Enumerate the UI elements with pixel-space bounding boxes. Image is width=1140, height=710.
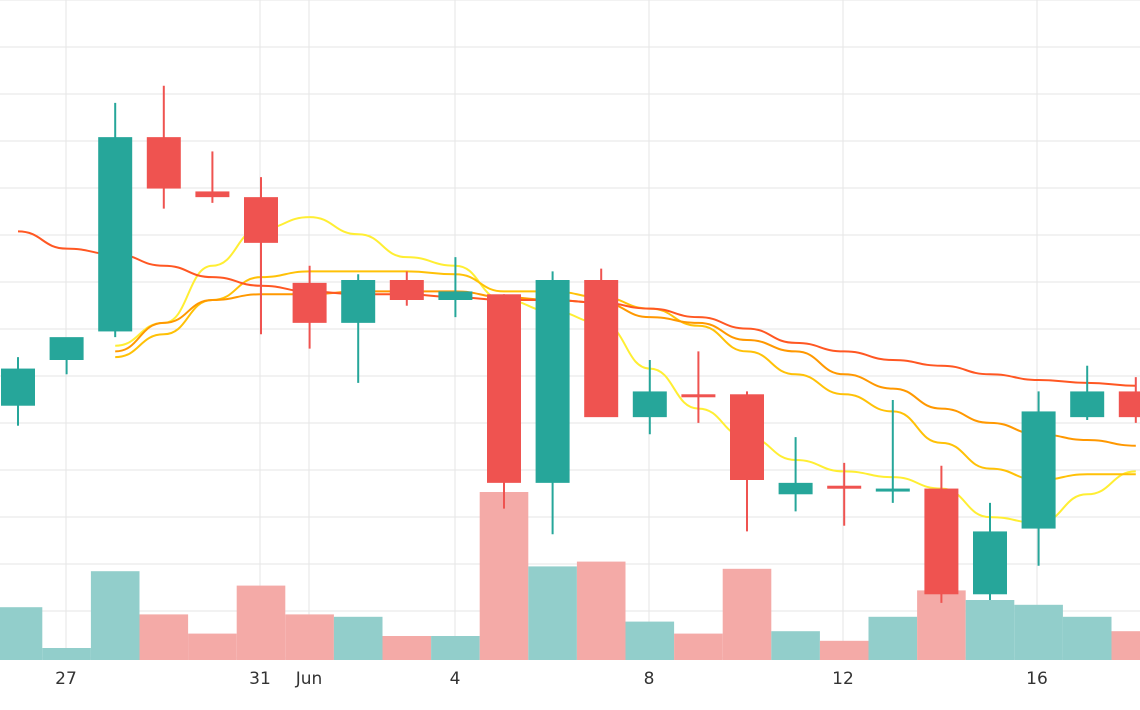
candle-body bbox=[292, 282, 327, 323]
x-axis-ticks: 27 31 Jun 4 8 12 16 bbox=[55, 669, 1048, 689]
x-tick-label: 27 bbox=[55, 669, 77, 689]
volume-bar bbox=[722, 568, 772, 660]
candle-body bbox=[875, 488, 910, 492]
candle bbox=[778, 437, 813, 512]
candle bbox=[1070, 365, 1105, 420]
candle-body bbox=[632, 391, 667, 418]
candle-body bbox=[438, 291, 473, 300]
candle-body bbox=[1118, 391, 1140, 418]
candle-body bbox=[98, 137, 133, 332]
volume-bar bbox=[674, 633, 723, 660]
candle bbox=[730, 391, 764, 532]
candle-body bbox=[535, 280, 570, 483]
candle bbox=[875, 400, 910, 503]
volume-bar bbox=[139, 614, 189, 660]
volume-bar bbox=[431, 636, 480, 660]
moving-average-line bbox=[17, 230, 1136, 387]
volume-bar bbox=[1111, 631, 1140, 660]
candle bbox=[681, 351, 716, 423]
candle bbox=[584, 268, 619, 418]
candle-body bbox=[49, 337, 84, 360]
candle bbox=[487, 294, 521, 509]
moving-average-lines bbox=[17, 216, 1136, 524]
moving-average-line bbox=[115, 216, 1136, 524]
volume-bar bbox=[868, 616, 918, 660]
candle bbox=[924, 465, 959, 603]
candle-body bbox=[389, 280, 424, 300]
volume-bars bbox=[0, 492, 1140, 660]
moving-average-line bbox=[115, 270, 1136, 482]
volume-bar bbox=[333, 616, 383, 660]
volume-bar bbox=[1014, 604, 1063, 660]
candle bbox=[632, 360, 667, 435]
volume-bar bbox=[965, 600, 1015, 660]
candle bbox=[49, 337, 84, 375]
candle bbox=[438, 257, 473, 318]
volume-bar bbox=[819, 640, 869, 660]
candles bbox=[1, 85, 1140, 603]
volume-bar bbox=[576, 561, 626, 660]
candle-body bbox=[1, 368, 35, 406]
candle bbox=[98, 102, 133, 338]
x-tick-label: 16 bbox=[1026, 669, 1048, 689]
candle bbox=[973, 502, 1007, 600]
candle-body bbox=[487, 294, 521, 483]
x-tick-label: Jun bbox=[295, 669, 323, 689]
candle-body bbox=[924, 488, 959, 595]
candle-body bbox=[1021, 411, 1056, 529]
candle-body bbox=[730, 394, 764, 480]
volume-bar bbox=[625, 621, 675, 660]
volume-bar bbox=[479, 492, 529, 660]
candle-body bbox=[973, 531, 1007, 595]
candle bbox=[146, 85, 181, 209]
candle-body bbox=[195, 191, 230, 198]
candle-body bbox=[146, 137, 181, 189]
candle-body bbox=[244, 197, 278, 243]
volume-bar bbox=[0, 607, 43, 660]
x-tick-label: 4 bbox=[450, 669, 461, 689]
candle bbox=[341, 274, 376, 383]
candle-body bbox=[778, 482, 813, 495]
candle-body bbox=[1070, 391, 1105, 418]
candle bbox=[1021, 391, 1056, 566]
volume-bar bbox=[382, 636, 432, 660]
volume-bar bbox=[1062, 616, 1112, 660]
candle bbox=[827, 462, 862, 526]
candle-body bbox=[681, 394, 716, 398]
volume-bar bbox=[90, 571, 140, 660]
candle bbox=[244, 177, 278, 335]
volume-bar bbox=[285, 614, 334, 660]
volume-bar bbox=[236, 585, 286, 660]
candle-body bbox=[341, 280, 376, 323]
candle bbox=[1118, 377, 1140, 423]
candle bbox=[535, 271, 570, 535]
volume-bar bbox=[528, 566, 577, 660]
volume-bar bbox=[42, 648, 91, 660]
candle bbox=[292, 265, 327, 349]
volume-bar bbox=[771, 631, 820, 660]
x-tick-label: 12 bbox=[832, 669, 854, 689]
moving-average-line bbox=[115, 290, 1136, 447]
candle-body bbox=[584, 280, 619, 418]
candle bbox=[195, 151, 230, 203]
x-tick-label: 31 bbox=[249, 669, 271, 689]
candle bbox=[389, 271, 424, 306]
volume-bar bbox=[188, 633, 237, 660]
x-tick-label: 8 bbox=[644, 669, 655, 689]
grid bbox=[0, 0, 1140, 660]
candle-body bbox=[827, 485, 862, 489]
candle bbox=[1, 357, 35, 426]
